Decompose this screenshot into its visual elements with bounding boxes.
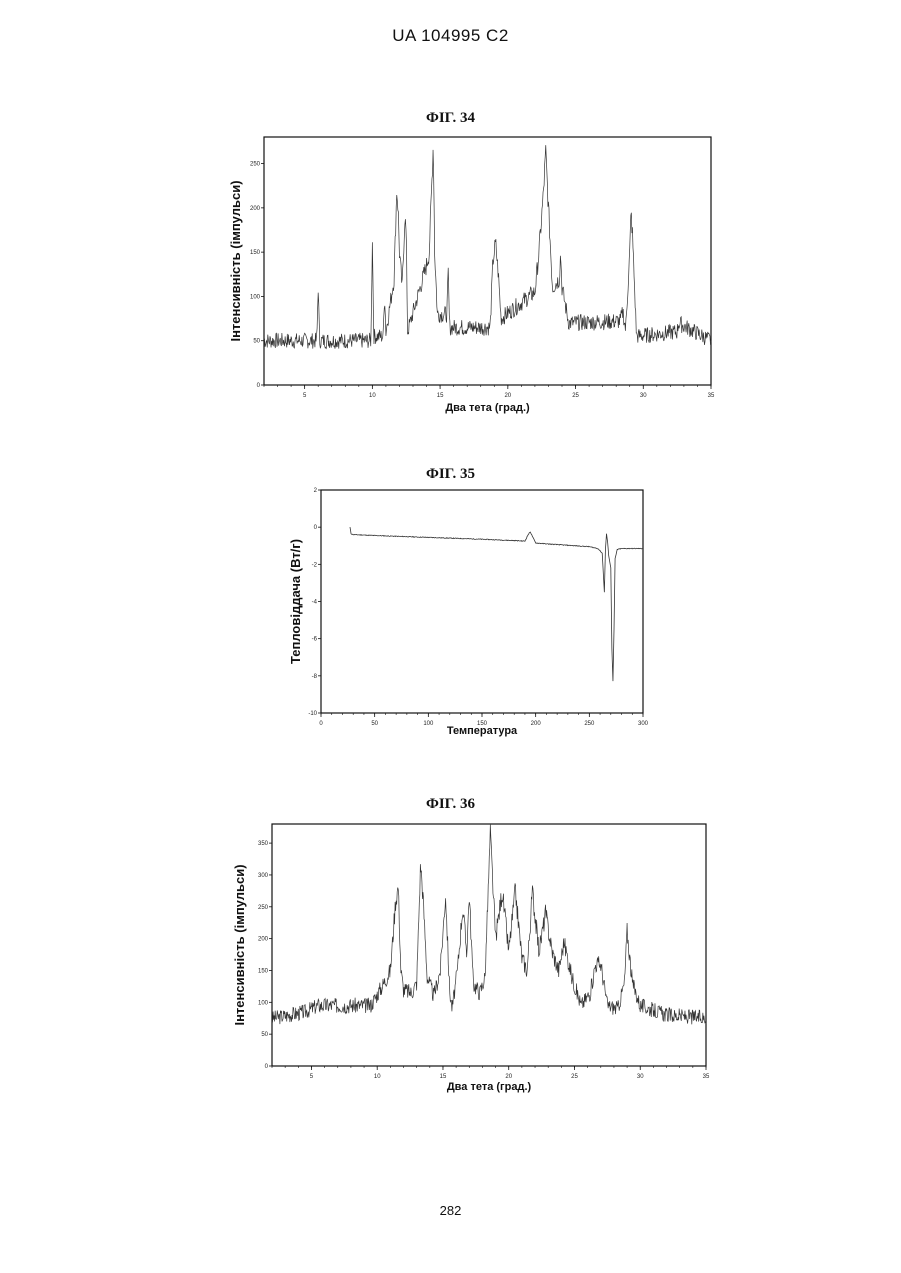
x-axis-label: Температура [447, 725, 518, 737]
x-tick-label: 20 [504, 393, 511, 399]
y-axis-label: Тепловіддача (Вт/г) [288, 539, 303, 664]
x-tick-label: 30 [637, 1074, 644, 1080]
page-header: UA 104995 C2 [0, 26, 901, 46]
x-tick-label: 250 [584, 721, 595, 727]
data-series-line [264, 145, 711, 349]
y-tick-label: 350 [258, 841, 269, 847]
y-tick-label: 100 [258, 1000, 269, 1006]
x-tick-label: 50 [371, 721, 378, 727]
data-series-line [272, 825, 706, 1025]
y-tick-label: 0 [257, 383, 261, 389]
x-tick-label: 30 [640, 393, 647, 399]
y-tick-label: 200 [250, 206, 261, 212]
x-tick-label: 25 [572, 393, 579, 399]
plot-frame [264, 137, 711, 385]
x-tick-label: 10 [369, 393, 376, 399]
y-tick-label: -8 [312, 674, 318, 680]
x-tick-label: 35 [708, 393, 715, 399]
y-tick-label: 300 [258, 873, 269, 879]
y-axis-label: Інтенсивність (імпульси) [228, 180, 243, 341]
y-tick-label: -10 [308, 711, 317, 717]
x-tick-label: 15 [440, 1074, 447, 1080]
y-tick-label: 2 [314, 488, 318, 494]
x-tick-label: 100 [423, 721, 434, 727]
x-tick-label: 5 [303, 393, 307, 399]
y-tick-label: 50 [253, 339, 260, 345]
y-tick-label: 0 [265, 1064, 269, 1070]
figure-36-chart: 0 50 100 150 200 250 300 350 5 10 15 20 25 30 35 Два те… [230, 818, 720, 1098]
x-tick-label: 0 [319, 721, 323, 727]
y-tick-label: 150 [250, 250, 261, 256]
data-series-line [350, 527, 643, 681]
y-tick-label: 250 [250, 162, 261, 168]
figure-36-title: ФІГ. 36 [0, 796, 901, 813]
x-tick-label: 20 [505, 1074, 512, 1080]
plot-frame [321, 490, 643, 713]
figure-34-title: ФІГ. 34 [0, 110, 901, 127]
y-tick-label: 150 [258, 968, 269, 974]
figure-35-title: ФІГ. 35 [0, 466, 901, 483]
y-tick-label: 50 [261, 1032, 268, 1038]
x-tick-label: 15 [437, 393, 444, 399]
figure-35-chart: 20-2-4-6-8-10050100150200250300Температу… [288, 484, 658, 744]
x-tick-label: 200 [531, 721, 542, 727]
y-tick-label: -4 [312, 600, 318, 606]
x-axis-label: Два тета (град.) [447, 1081, 532, 1093]
figure-34-chart: 0 50 100 150 200 250 5 10 15 20 25 30 35 Два тета (гр… [228, 135, 718, 425]
y-tick-label: 0 [314, 525, 318, 531]
y-tick-label: 250 [258, 905, 269, 911]
y-tick-label: 200 [258, 937, 269, 943]
x-tick-label: 25 [571, 1074, 578, 1080]
x-tick-label: 5 [310, 1074, 314, 1080]
x-axis-label: Два тета (град.) [445, 402, 530, 414]
x-tick-label: 10 [374, 1074, 381, 1080]
y-tick-label: 100 [250, 294, 261, 300]
y-tick-label: -2 [312, 562, 318, 568]
y-axis-label: Інтенсивність (імпульси) [232, 864, 247, 1025]
page-number: 282 [0, 1203, 901, 1218]
x-tick-label: 300 [638, 721, 649, 727]
y-tick-label: -6 [312, 637, 318, 643]
x-tick-label: 35 [703, 1074, 710, 1080]
